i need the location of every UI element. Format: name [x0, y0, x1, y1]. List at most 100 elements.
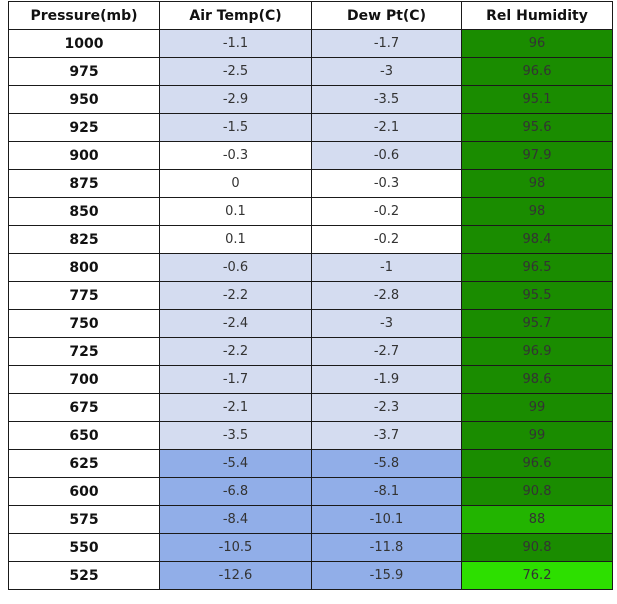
air-temp-cell: -5.4: [159, 449, 312, 478]
table-row: 575 -8.4 -10.1 88: [8, 505, 613, 534]
table-row: 750 -2.4 -3 95.7: [8, 309, 613, 338]
air-temp-cell: -3.5: [159, 421, 312, 450]
table-row: 675 -2.1 -2.3 99: [8, 393, 613, 422]
table-row: 775 -2.2 -2.8 95.5: [8, 281, 613, 310]
air-temp-cell: -0.6: [159, 253, 312, 282]
air-temp-cell: 0.1: [159, 197, 312, 226]
rel-humidity-cell: 98.4: [461, 225, 613, 254]
table-row: 925 -1.5 -2.1 95.6: [8, 113, 613, 142]
air-temp-cell: 0.1: [159, 225, 312, 254]
rel-humidity-cell: 90.8: [461, 533, 613, 562]
table-row: 800 -0.6 -1 96.5: [8, 253, 613, 282]
pressure-cell: 750: [8, 309, 160, 338]
table-row: 900 -0.3 -0.6 97.9: [8, 141, 613, 170]
pressure-cell: 600: [8, 477, 160, 506]
table-row: 625 -5.4 -5.8 96.6: [8, 449, 613, 478]
air-temp-cell: -2.4: [159, 309, 312, 338]
header-rel-humidity: Rel Humidity: [461, 1, 613, 30]
rel-humidity-cell: 98.6: [461, 365, 613, 394]
table-row: 875 0 -0.3 98: [8, 169, 613, 198]
air-temp-cell: -2.9: [159, 85, 312, 114]
rel-humidity-cell: 96.6: [461, 57, 613, 86]
pressure-cell: 700: [8, 365, 160, 394]
dew-point-cell: -2.1: [311, 113, 462, 142]
dew-point-cell: -10.1: [311, 505, 462, 534]
pressure-cell: 525: [8, 561, 160, 590]
rel-humidity-cell: 98: [461, 197, 613, 226]
dew-point-cell: -8.1: [311, 477, 462, 506]
air-temp-cell: 0: [159, 169, 312, 198]
pressure-cell: 850: [8, 197, 160, 226]
air-temp-cell: -2.1: [159, 393, 312, 422]
dew-point-cell: -0.2: [311, 225, 462, 254]
air-temp-cell: -12.6: [159, 561, 312, 590]
rel-humidity-cell: 99: [461, 421, 613, 450]
rel-humidity-cell: 95.6: [461, 113, 613, 142]
dew-point-cell: -11.8: [311, 533, 462, 562]
dew-point-cell: -3: [311, 57, 462, 86]
pressure-cell: 1000: [8, 29, 160, 58]
pressure-cell: 550: [8, 533, 160, 562]
dew-point-cell: -3: [311, 309, 462, 338]
dew-point-cell: -2.7: [311, 337, 462, 366]
rel-humidity-cell: 95.1: [461, 85, 613, 114]
header-air-temp: Air Temp(C): [159, 1, 312, 30]
table-row: 825 0.1 -0.2 98.4: [8, 225, 613, 254]
rel-humidity-cell: 90.8: [461, 477, 613, 506]
pressure-cell: 925: [8, 113, 160, 142]
dew-point-cell: -3.7: [311, 421, 462, 450]
dew-point-cell: -1: [311, 253, 462, 282]
rel-humidity-cell: 97.9: [461, 141, 613, 170]
table-row: 600 -6.8 -8.1 90.8: [8, 477, 613, 506]
air-temp-cell: -1.7: [159, 365, 312, 394]
table-row: 950 -2.9 -3.5 95.1: [8, 85, 613, 114]
rel-humidity-cell: 98: [461, 169, 613, 198]
pressure-cell: 575: [8, 505, 160, 534]
rel-humidity-cell: 95.5: [461, 281, 613, 310]
air-temp-cell: -6.8: [159, 477, 312, 506]
table-row: 725 -2.2 -2.7 96.9: [8, 337, 613, 366]
rel-humidity-cell: 76.2: [461, 561, 613, 590]
air-temp-cell: -2.2: [159, 281, 312, 310]
dew-point-cell: -0.3: [311, 169, 462, 198]
table-row: 700 -1.7 -1.9 98.6: [8, 365, 613, 394]
sounding-table: Pressure(mb) Air Temp(C) Dew Pt(C) Rel H…: [8, 1, 613, 590]
pressure-cell: 875: [8, 169, 160, 198]
header-pressure: Pressure(mb): [8, 1, 160, 30]
pressure-cell: 725: [8, 337, 160, 366]
air-temp-cell: -10.5: [159, 533, 312, 562]
table-row: 525 -12.6 -15.9 76.2: [8, 561, 613, 590]
rel-humidity-cell: 96.9: [461, 337, 613, 366]
rel-humidity-cell: 96.6: [461, 449, 613, 478]
rel-humidity-cell: 95.7: [461, 309, 613, 338]
table-row: 850 0.1 -0.2 98: [8, 197, 613, 226]
dew-point-cell: -5.8: [311, 449, 462, 478]
header-row: Pressure(mb) Air Temp(C) Dew Pt(C) Rel H…: [8, 1, 613, 30]
pressure-cell: 775: [8, 281, 160, 310]
air-temp-cell: -1.5: [159, 113, 312, 142]
table-row: 975 -2.5 -3 96.6: [8, 57, 613, 86]
pressure-cell: 825: [8, 225, 160, 254]
pressure-cell: 900: [8, 141, 160, 170]
table-row: 650 -3.5 -3.7 99: [8, 421, 613, 450]
table-body: 1000 -1.1 -1.7 96 975 -2.5 -3 96.6 950 -2.9 -3.5 95…: [8, 29, 613, 590]
table-row: 1000 -1.1 -1.7 96: [8, 29, 613, 58]
dew-point-cell: -15.9: [311, 561, 462, 590]
air-temp-cell: -2.5: [159, 57, 312, 86]
dew-point-cell: -0.2: [311, 197, 462, 226]
dew-point-cell: -0.6: [311, 141, 462, 170]
air-temp-cell: -1.1: [159, 29, 312, 58]
header-dew-point: Dew Pt(C): [311, 1, 462, 30]
pressure-cell: 625: [8, 449, 160, 478]
pressure-cell: 950: [8, 85, 160, 114]
rel-humidity-cell: 88: [461, 505, 613, 534]
dew-point-cell: -3.5: [311, 85, 462, 114]
air-temp-cell: -0.3: [159, 141, 312, 170]
pressure-cell: 675: [8, 393, 160, 422]
air-temp-cell: -8.4: [159, 505, 312, 534]
pressure-cell: 975: [8, 57, 160, 86]
dew-point-cell: -2.8: [311, 281, 462, 310]
pressure-cell: 650: [8, 421, 160, 450]
rel-humidity-cell: 99: [461, 393, 613, 422]
pressure-cell: 800: [8, 253, 160, 282]
